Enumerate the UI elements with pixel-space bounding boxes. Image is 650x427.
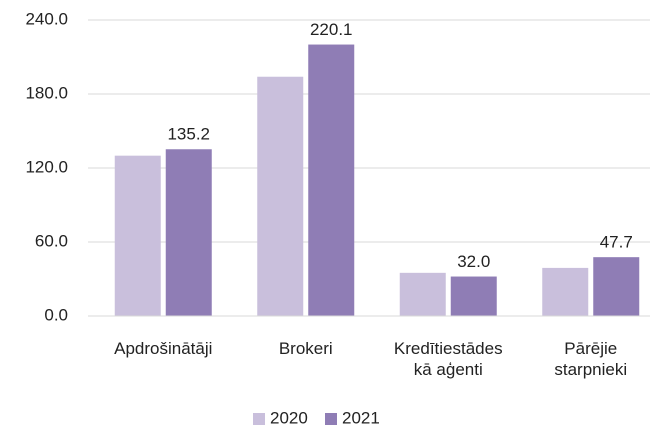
- bar: [450, 276, 497, 316]
- bar: [165, 149, 212, 316]
- bar: [542, 267, 589, 316]
- y-tick-label: 60.0: [35, 231, 68, 250]
- bar: [257, 76, 304, 316]
- legend-swatch: [325, 413, 337, 425]
- x-tick-label: Pārējie starpnieki: [554, 339, 628, 379]
- data-label: 47.7: [600, 233, 633, 252]
- bar: [593, 257, 640, 316]
- bar: [399, 272, 446, 316]
- y-tick-label: 180.0: [25, 83, 68, 102]
- legend-label: 2021: [342, 408, 380, 427]
- legend-swatch: [253, 413, 265, 425]
- y-tick-label: 0.0: [44, 305, 68, 324]
- y-tick-label: 240.0: [25, 9, 68, 28]
- legend-label: 2020: [270, 408, 308, 427]
- x-tick-label: Brokeri: [278, 339, 333, 358]
- bar: [114, 155, 161, 316]
- x-tick-label: Apdrošinātāji: [114, 339, 213, 358]
- data-label: 135.2: [167, 125, 210, 144]
- x-tick-label: Kredītiestādes kā aģenti: [393, 339, 503, 379]
- data-label: 220.1: [310, 20, 353, 39]
- bar: [308, 44, 355, 316]
- y-tick-label: 120.0: [25, 157, 68, 176]
- data-label: 32.0: [457, 252, 490, 271]
